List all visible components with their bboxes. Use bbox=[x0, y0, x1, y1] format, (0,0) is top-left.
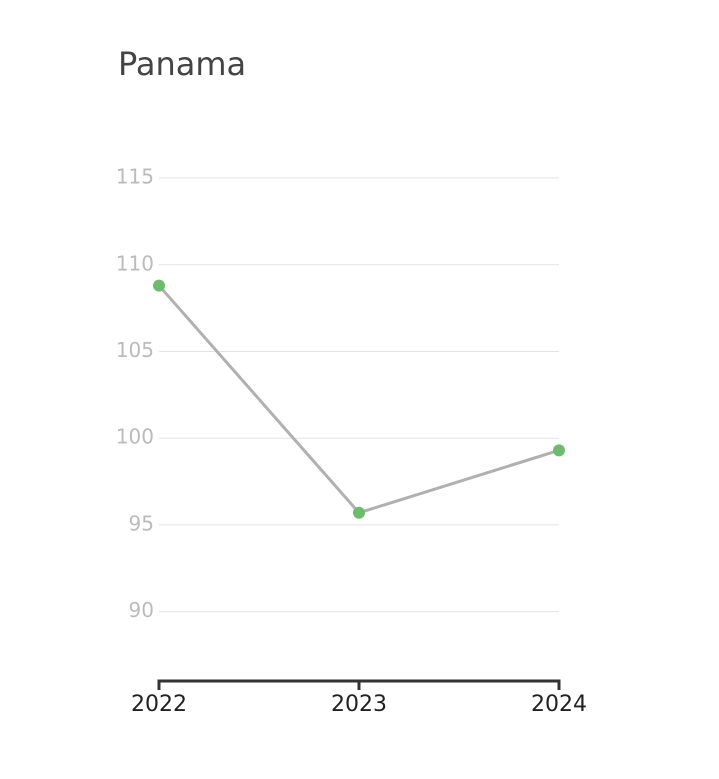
y-tick-label: 95 bbox=[129, 511, 154, 535]
x-tick-label: 2022 bbox=[131, 692, 187, 717]
x-tick-label: 2023 bbox=[331, 692, 387, 717]
data-line bbox=[157, 284, 560, 515]
x-tick-label: 2024 bbox=[531, 692, 587, 717]
data-point bbox=[553, 444, 565, 457]
y-tick-label: 90 bbox=[129, 598, 154, 622]
y-tick-label: 110 bbox=[116, 251, 154, 275]
data-point bbox=[353, 506, 365, 519]
chart-title: Panama bbox=[118, 45, 246, 83]
data-point bbox=[153, 279, 165, 292]
y-tick-label: 115 bbox=[116, 165, 154, 189]
y-tick-label: 105 bbox=[116, 338, 154, 362]
y-tick-label: 100 bbox=[116, 425, 154, 449]
